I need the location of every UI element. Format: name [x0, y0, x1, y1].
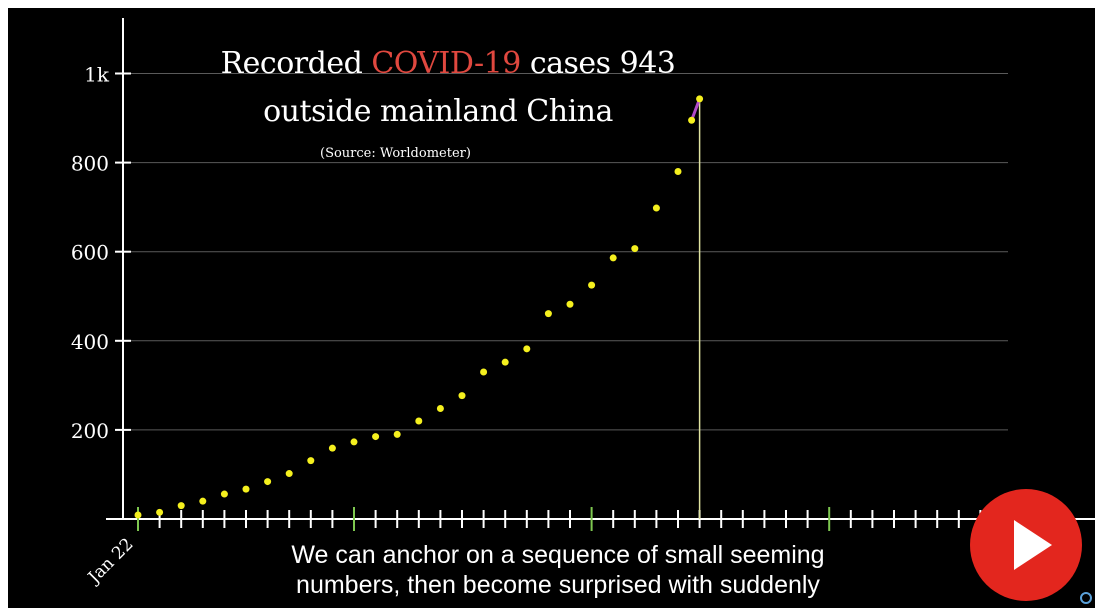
data-point	[307, 457, 315, 465]
caption-line-1: We can anchor on a sequence of small see…	[291, 541, 825, 569]
data-point	[264, 478, 272, 486]
y-tick-label: 800	[71, 152, 109, 176]
data-point	[199, 497, 207, 505]
data-point	[609, 254, 617, 262]
data-point	[134, 511, 142, 519]
play-button[interactable]	[970, 489, 1082, 601]
data-point	[393, 430, 401, 438]
data-point	[415, 417, 423, 425]
data-point	[242, 485, 250, 493]
data-point	[156, 508, 164, 516]
chart-title-line1: Recorded COVID-19 cases 943	[220, 46, 676, 81]
data-point	[220, 490, 228, 498]
data-point	[523, 345, 531, 353]
data-point	[631, 245, 639, 253]
data-point	[501, 358, 509, 366]
data-point	[350, 438, 358, 446]
y-tick-label: 1k	[84, 63, 110, 87]
data-point	[688, 116, 696, 124]
y-tick-label: 400	[71, 330, 109, 354]
data-point	[328, 444, 336, 452]
loading-icon	[1080, 592, 1092, 604]
y-tick-label: 200	[71, 419, 109, 443]
data-point	[566, 300, 574, 308]
data-point	[696, 95, 704, 103]
chart-title-highlight: COVID-19	[371, 46, 521, 81]
x-tick-label: Jan 22	[83, 534, 137, 588]
data-point	[177, 502, 185, 510]
data-point	[544, 310, 552, 318]
data-point	[436, 405, 444, 413]
data-point	[458, 392, 466, 400]
y-tick-label: 600	[71, 241, 109, 265]
video-frame[interactable]: 200 400 600 800 1k Jan 22 Recorded COVID-19 c…	[8, 8, 1095, 608]
data-point	[480, 368, 488, 376]
chart-title-line2: outside mainland China	[263, 94, 613, 129]
data-point	[674, 168, 682, 176]
video-caption: We can anchor on a sequence of small see…	[198, 540, 918, 600]
data-point	[652, 204, 660, 212]
highlight-segment	[690, 98, 702, 121]
data-point	[372, 433, 380, 441]
data-point	[285, 470, 293, 478]
play-icon	[1014, 520, 1052, 570]
caption-line-2: numbers, then become surprised with sudd…	[296, 571, 820, 599]
data-point	[588, 281, 596, 289]
chart: 200 400 600 800 1k Jan 22	[71, 18, 1095, 589]
chart-source: (Source: Worldometer)	[320, 146, 471, 161]
